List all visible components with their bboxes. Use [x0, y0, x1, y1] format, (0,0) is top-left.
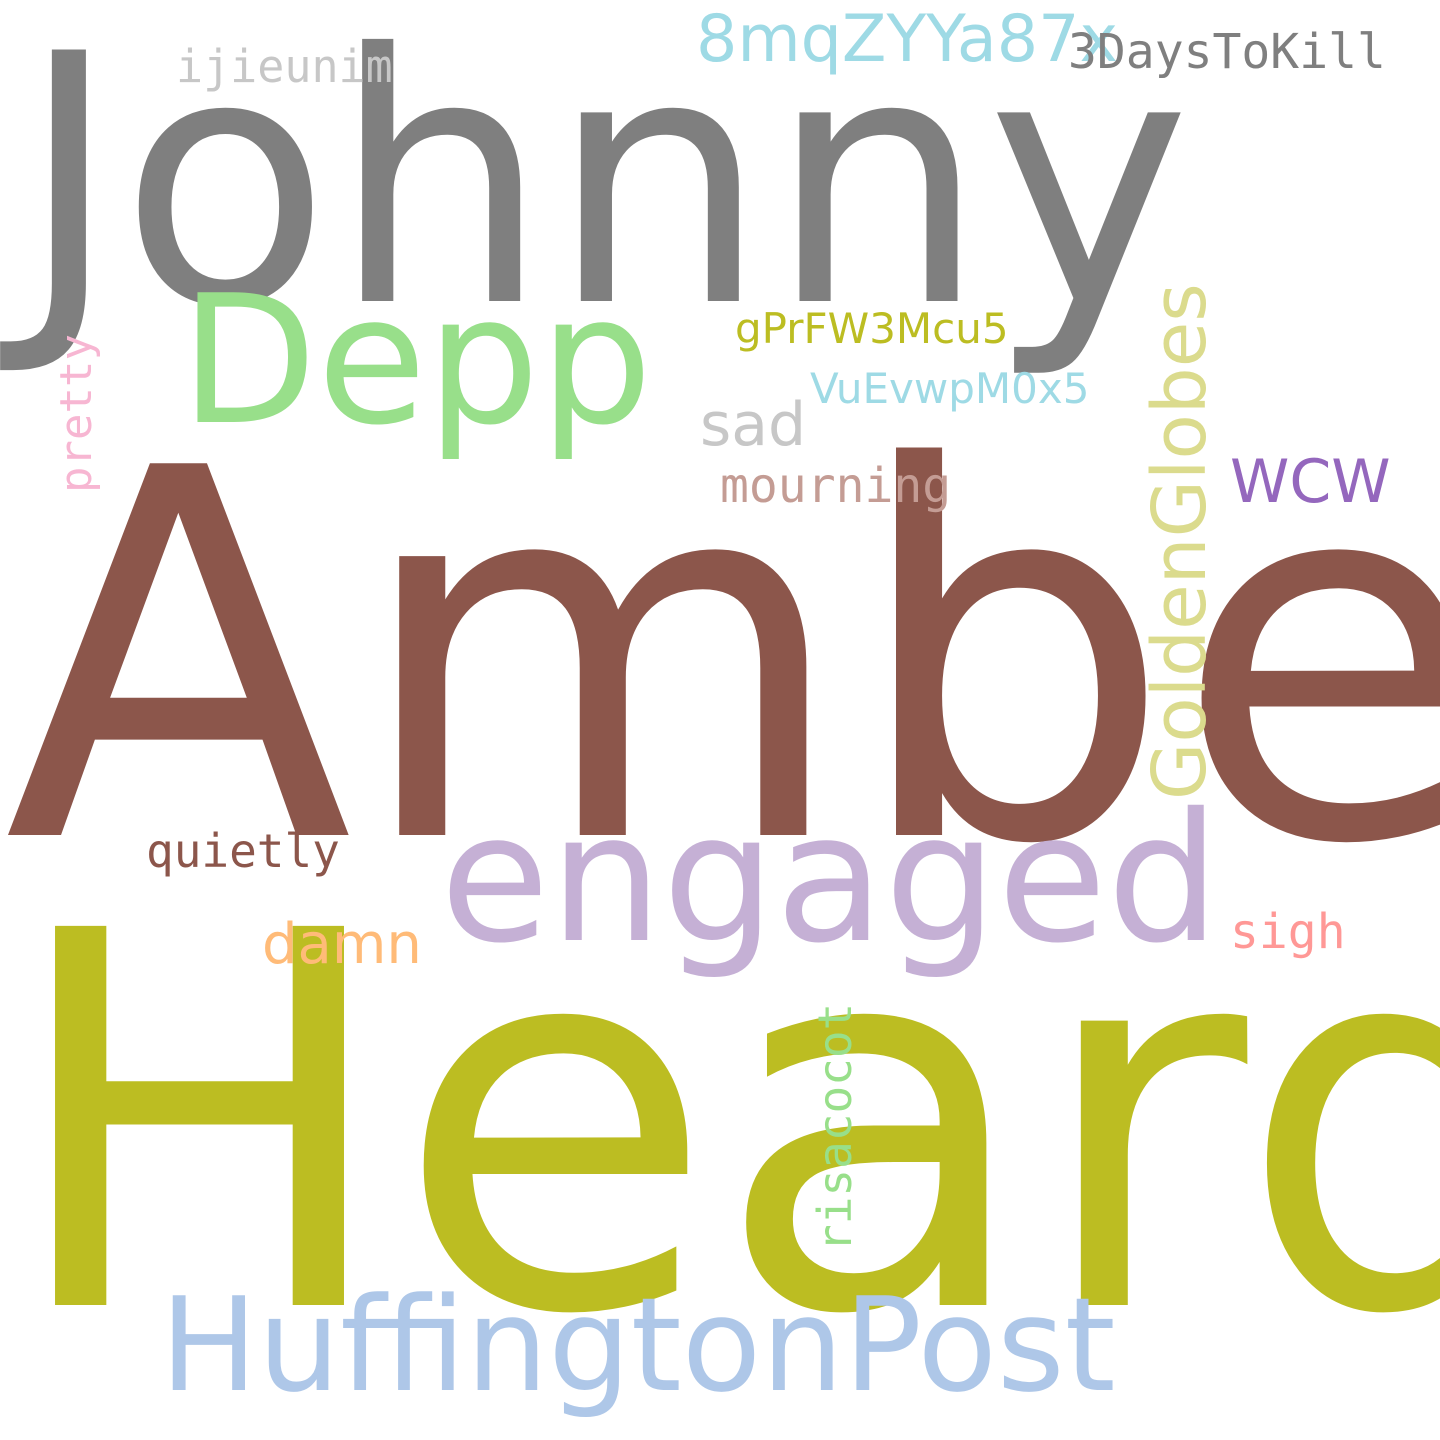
word-wcw: WCW [1230, 447, 1391, 517]
word-gprfw3mcu5: gPrFW3Mcu5 [735, 304, 1009, 353]
word-johnny: Johnny [18, 0, 1191, 383]
word-sigh: sigh [1230, 904, 1346, 960]
word-mourning: mourning [720, 458, 952, 514]
word-sad: sad [700, 390, 807, 460]
word-goldenglobes: GoldenGlobes [1137, 283, 1223, 800]
word-engaged: engaged [440, 775, 1220, 982]
word-depp: Depp [180, 257, 653, 464]
word-damn: damn [262, 912, 422, 977]
word-amber: Amber [4, 363, 1440, 956]
word-vuevwpm0x5: VuEvwpM0x5 [810, 364, 1090, 413]
word-ijieunim: ijieunim [176, 40, 393, 93]
word-huffingtonpost: HuffingtonPost [160, 1269, 1116, 1421]
word-8mqzyya87x: 8mqZYYa87x [696, 2, 1118, 77]
word-pretty: pretty [51, 334, 102, 493]
word-risacocot: risacocot [808, 1002, 862, 1252]
word-3daystokill: 3DaysToKill [1068, 24, 1386, 80]
word-heard: Heard [4, 822, 1440, 1428]
word-quietly: quietly [146, 824, 340, 878]
